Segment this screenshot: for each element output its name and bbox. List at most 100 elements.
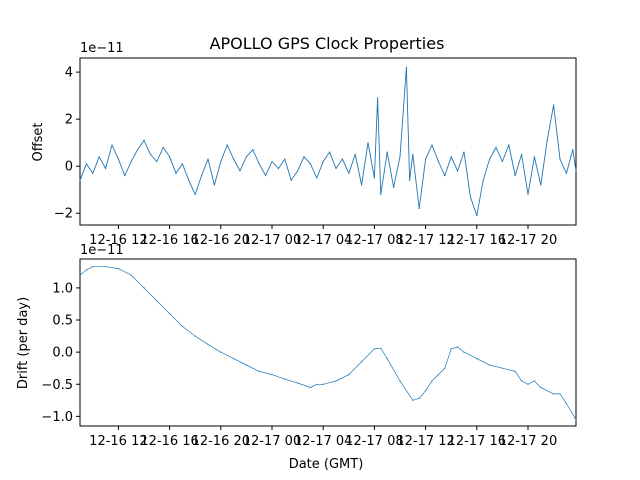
offset-data-point <box>329 151 331 153</box>
drift-data-point <box>565 402 568 405</box>
offset-data-point <box>393 186 395 188</box>
offset-data-point <box>207 158 209 160</box>
offset-x-tick-label: 12-17 04 <box>294 233 352 248</box>
drift-data-point <box>540 386 542 389</box>
offset-data-point <box>213 184 215 186</box>
drift-plot-frame <box>79 258 577 427</box>
drift-y-tick-label: 1.0 <box>52 281 73 296</box>
offset-data-point <box>380 193 382 195</box>
offset-y-tick-label: 0 <box>65 160 73 175</box>
drift-data-point <box>194 335 196 337</box>
offset-data-point <box>546 139 548 141</box>
drift-data-point <box>169 313 171 315</box>
offset-data-point <box>105 167 107 170</box>
offset-data-point <box>188 179 190 181</box>
drift-data-point <box>322 383 324 385</box>
offset-y-tick-label: 4 <box>65 66 73 81</box>
drift-data-point <box>457 346 459 348</box>
drift-data-point <box>117 268 119 270</box>
offset-data-point <box>412 153 414 155</box>
offset-data-point <box>354 153 356 155</box>
offset-x-tick-label: 12-17 20 <box>499 233 557 248</box>
drift-data-point <box>527 383 529 385</box>
drift-data-point <box>92 266 94 268</box>
offset-data-point <box>361 184 363 186</box>
offset-data-point <box>284 158 286 160</box>
offset-data-point <box>137 149 139 151</box>
drift-data-point <box>220 351 222 353</box>
drift-data-point <box>501 367 503 369</box>
offset-data-point <box>169 156 171 158</box>
offset-data-point <box>405 66 407 68</box>
offset-data-point <box>482 179 484 181</box>
offset-data-point <box>245 156 247 158</box>
drift-data-point <box>399 380 401 382</box>
offset-y-tick-label: 2 <box>65 113 73 128</box>
offset-data-point <box>450 156 452 158</box>
offset-plot-frame <box>79 57 577 226</box>
offset-data-point <box>367 142 369 144</box>
drift-x-tick-label: 12-17 04 <box>294 434 352 449</box>
drift-data-point <box>559 393 561 395</box>
offset-data-point <box>92 172 94 174</box>
drift-data-point <box>271 374 273 376</box>
offset-data-point <box>226 144 228 146</box>
offset-data-point <box>303 156 305 158</box>
offset-data-point <box>463 151 465 153</box>
offset-y-axis-label: Offset <box>31 122 46 161</box>
offset-x-tick-label: 12-16 20 <box>192 233 250 248</box>
drift-data-point <box>425 390 427 392</box>
offset-data-point <box>572 149 574 151</box>
offset-data-point <box>559 158 561 160</box>
drift-x-tick-label: 12-16 20 <box>192 434 250 449</box>
offset-data-point <box>399 156 401 158</box>
offset-x-tick-label: 12-17 08 <box>345 233 403 248</box>
drift-y-tick-label: 0.0 <box>52 346 73 361</box>
offset-y-tick-label: −2 <box>54 207 73 222</box>
offset-data-point <box>437 160 439 163</box>
offset-data-point <box>117 158 119 160</box>
drift-data-point <box>105 266 107 268</box>
offset-data-point <box>489 158 491 160</box>
drift-data-point <box>476 358 478 360</box>
offset-data-point <box>156 160 158 163</box>
drift-data-point <box>412 399 414 401</box>
offset-data-point <box>444 175 446 177</box>
drift-data-point <box>437 374 439 376</box>
offset-data-point <box>85 163 87 165</box>
offset-data-point <box>194 193 196 195</box>
offset-data-point <box>508 144 510 146</box>
drift-data-point <box>418 397 420 399</box>
drift-data-point <box>85 269 87 271</box>
offset-data-point <box>175 172 177 174</box>
offset-data-point <box>149 153 151 155</box>
drift-exponent-label: 1e−11 <box>80 243 124 258</box>
offset-x-tick-label: 12-17 16 <box>448 233 506 248</box>
offset-data-point <box>130 160 132 163</box>
offset-data-point <box>514 175 516 177</box>
drift-data-point <box>521 380 523 382</box>
drift-data-point <box>463 351 465 353</box>
offset-data-point <box>409 179 411 181</box>
offset-data-point <box>348 172 350 174</box>
drift-data-point <box>450 348 452 350</box>
drift-x-tick-label: 12-17 20 <box>499 434 557 449</box>
offset-data-point <box>316 177 318 179</box>
drift-x-tick-label: 12-16 12 <box>89 434 147 449</box>
offset-data-point <box>220 160 222 163</box>
offset-data-point <box>335 167 337 170</box>
drift-data-point <box>380 347 382 349</box>
drift-x-tick-label: 12-17 08 <box>345 434 403 449</box>
offset-data-point <box>290 179 292 181</box>
drift-y-tick-label: −0.5 <box>41 378 73 393</box>
offset-series-group <box>79 66 577 217</box>
offset-data-point <box>425 158 427 160</box>
offset-data-point <box>79 179 81 181</box>
offset-data-point <box>297 170 299 172</box>
offset-data-point <box>476 215 478 217</box>
drift-data-point <box>348 374 350 376</box>
drift-data-point <box>79 274 81 276</box>
